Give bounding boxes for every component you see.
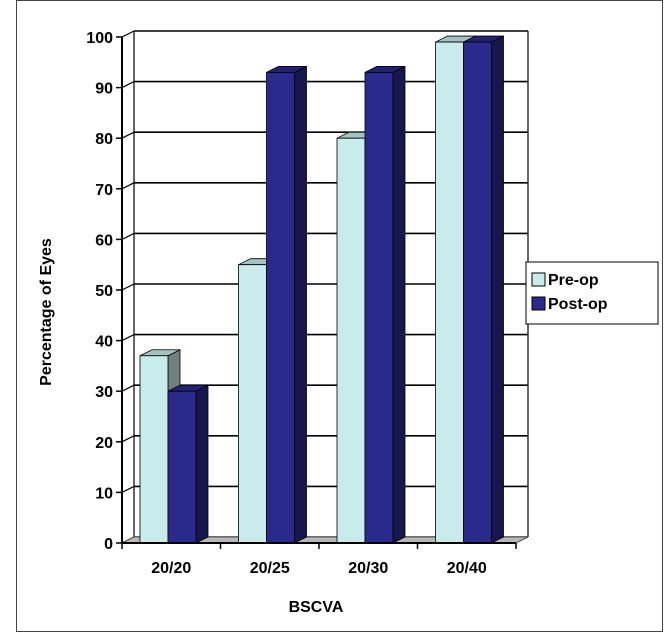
legend: Pre-op Post-op: [526, 262, 658, 324]
y-tick-label: 50: [95, 283, 113, 300]
y-tick-label: 40: [95, 334, 113, 351]
gridline-depth: [122, 233, 134, 239]
y-axis-title: Percentage of Eyes: [38, 238, 55, 386]
gridline-depth: [122, 436, 134, 442]
x-tick-label: 20/20: [151, 560, 191, 577]
y-tick-label: 0: [104, 536, 113, 553]
gridline-depth: [122, 284, 134, 290]
legend-swatch-post-op: [532, 297, 545, 310]
gridline-depth: [122, 132, 134, 138]
bar-post-op-20-25: [267, 66, 307, 543]
bar-post-op-20-30: [365, 66, 405, 543]
y-tick-label: 80: [95, 131, 113, 148]
y-tick-label: 100: [86, 30, 113, 47]
legend-swatch-pre-op: [532, 273, 545, 286]
x-tick-label: 20/30: [348, 560, 388, 577]
gridline-depth: [122, 82, 134, 88]
y-tick-label: 90: [95, 81, 113, 98]
x-tick-label: 20/40: [447, 560, 487, 577]
y-tick-label: 20: [95, 435, 113, 452]
legend-label-post-op: Post-op: [548, 296, 608, 313]
gridline-depth: [122, 183, 134, 189]
bar-post-op-20-40: [464, 36, 504, 543]
gridline-depth: [122, 486, 134, 492]
bar-post-op-20-20: [168, 385, 208, 543]
y-tick-label: 60: [95, 232, 113, 249]
y-tick-label: 70: [95, 182, 113, 199]
bars: [140, 36, 504, 543]
y-tick-label: 10: [95, 485, 113, 502]
gridline-depth: [122, 31, 134, 37]
gridline-depth: [122, 335, 134, 341]
x-axis-title: BSCVA: [289, 599, 344, 616]
y-tick-label: 30: [95, 384, 113, 401]
legend-label-pre-op: Pre-op: [548, 272, 599, 289]
gridline-depth: [122, 385, 134, 391]
x-tick-label: 20/25: [250, 560, 290, 577]
